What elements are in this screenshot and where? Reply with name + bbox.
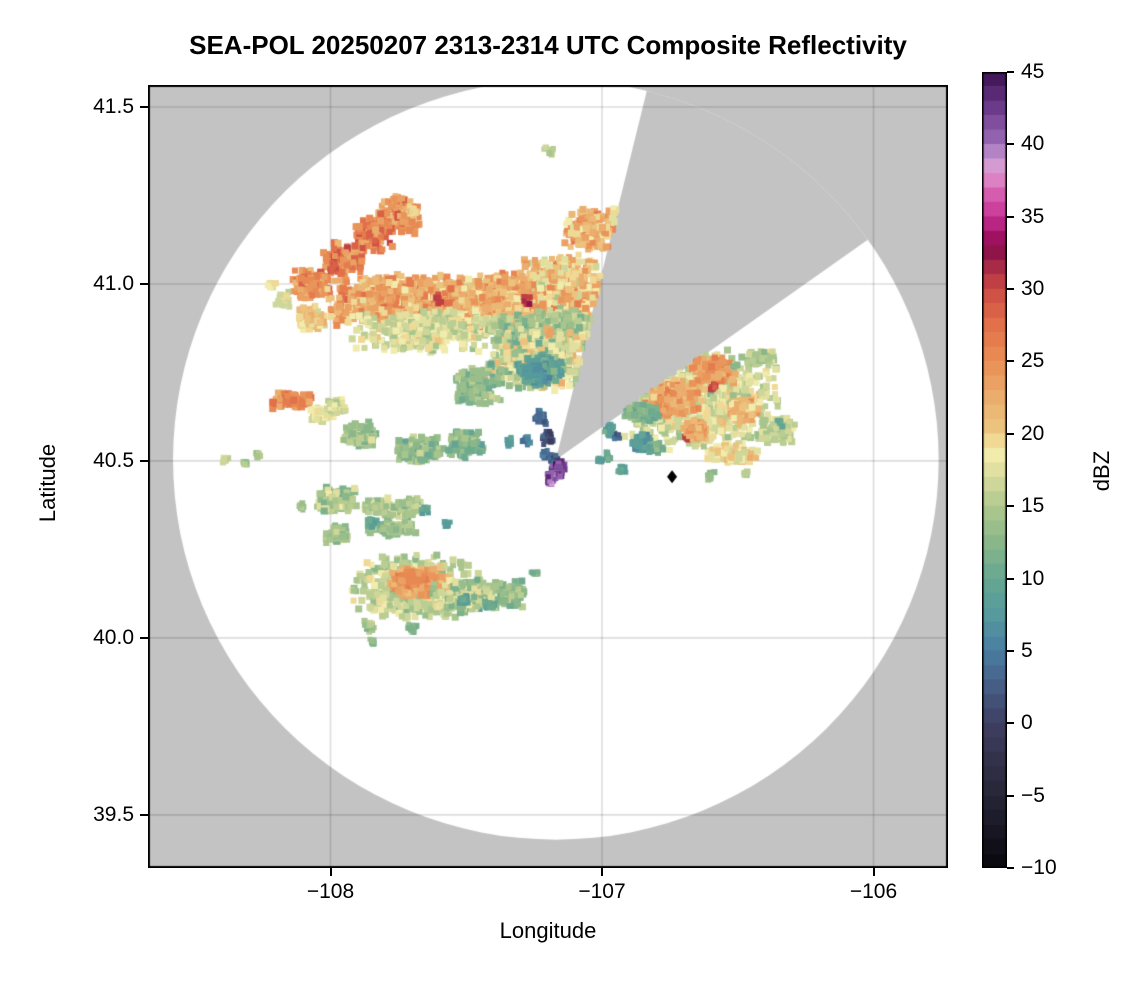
y-tick-label: 41.5 [93,94,134,118]
x-tick-label: −107 [578,880,626,903]
y-axis-label: Latitude [35,443,60,523]
colorbar-tick-label: −5 [1021,783,1045,807]
colorbar-tick-label: 35 [1021,204,1045,228]
x-tick-mark [872,868,875,876]
radar-plot-canvas [148,85,948,868]
colorbar-tick-label: 0 [1021,711,1033,735]
colorbar-tick-label: −10 [1021,856,1057,879]
x-tick-mark [601,868,604,876]
colorbar-tick-mark [1007,360,1014,363]
y-tick-label: 40.0 [93,625,134,649]
colorbar-tick-label: 15 [1021,494,1045,518]
colorbar-tick-mark [1007,143,1014,146]
colorbar-tick-mark [1007,71,1014,73]
x-tick-label: −106 [849,880,898,903]
colorbar-tick-mark [1007,505,1014,508]
colorbar-label: dBZ [1089,450,1114,492]
y-tick-mark [140,813,148,816]
y-tick-mark [140,105,148,108]
plot-title: SEA-POL 20250207 2313-2314 UTC Composite… [189,30,907,60]
y-tick-mark [140,282,148,285]
colorbar-tick-label: 10 [1021,566,1045,590]
colorbar-tick-label: 45 [1021,60,1045,83]
colorbar-tick-label: 25 [1021,349,1045,373]
colorbar-tick-mark [1007,215,1014,218]
colorbar-tick-mark [1007,794,1014,797]
colorbar-tick-mark [1007,288,1014,291]
colorbar-tick-mark [1007,867,1014,869]
colorbar-tick-mark [1007,577,1014,580]
colorbar-tick-mark [1007,649,1014,652]
colorbar-tick-mark [1007,722,1014,725]
colorbar-tick-label: 20 [1021,421,1045,445]
x-tick-label: −108 [306,880,355,903]
colorbar-tick-mark [1007,432,1014,435]
y-tick-label: 41.0 [93,271,134,295]
x-tick-mark [329,868,332,876]
y-tick-mark [140,636,148,639]
colorbar-tick-label: 30 [1021,277,1045,301]
x-axis-label: Longitude [499,918,597,943]
y-tick-label: 39.5 [93,802,134,826]
y-tick-mark [140,459,148,462]
colorbar-tick-label: 5 [1021,638,1033,662]
colorbar-tick-label: 40 [1021,132,1045,156]
colorbar-canvas [982,72,1007,868]
y-tick-label: 40.5 [93,448,134,472]
